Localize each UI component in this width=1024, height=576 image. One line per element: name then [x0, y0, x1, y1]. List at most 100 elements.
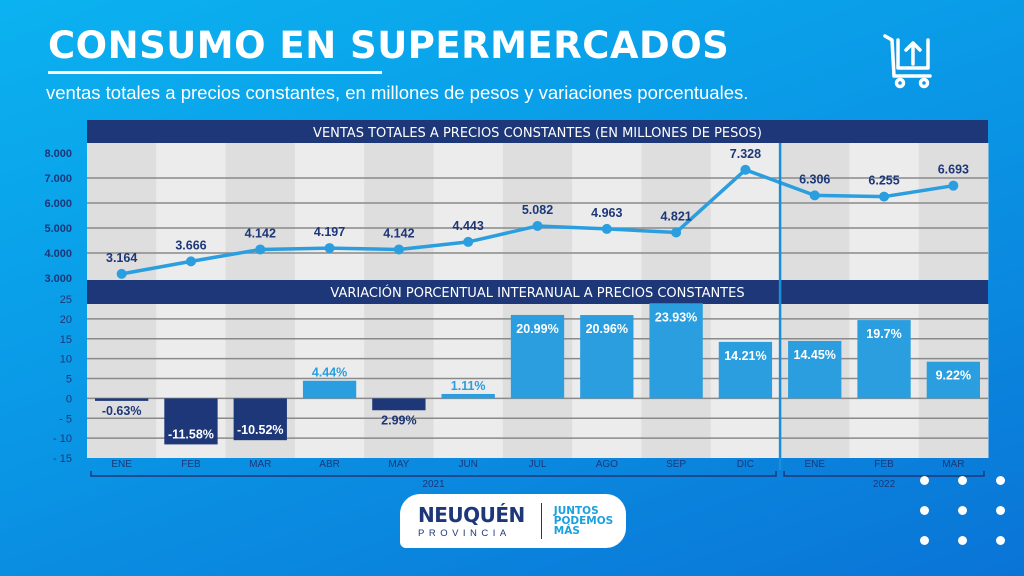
bar-label: 4.44%	[312, 366, 347, 380]
dot	[996, 476, 1005, 485]
y-tick-label: 10	[60, 354, 72, 366]
data-point	[532, 220, 543, 231]
data-label: 4.142	[383, 226, 414, 240]
data-point	[601, 223, 612, 234]
bar-label: 19.7%	[866, 327, 901, 341]
slogan-line: MÁS	[553, 525, 580, 537]
dot	[996, 506, 1005, 515]
data-point	[879, 191, 890, 202]
column-band	[87, 143, 157, 280]
data-point	[255, 244, 266, 255]
page-title: CONSUMO EN SUPERMERCADOS	[48, 24, 730, 67]
bar	[510, 314, 565, 399]
bar	[580, 315, 634, 399]
bar-label: 1.11%	[451, 379, 486, 393]
data-point	[809, 190, 820, 201]
year-label: 2021	[422, 479, 445, 490]
year-bracket	[90, 471, 777, 477]
x-tick-label: SEP	[666, 459, 686, 470]
y-tick-label: 8.000	[44, 148, 72, 160]
x-tick-label: AGO	[596, 459, 618, 470]
data-label: 7.328	[730, 147, 761, 161]
bar-label: 2.99%	[381, 413, 416, 427]
x-tick-label: DIC	[737, 459, 754, 470]
data-label: 4.821	[660, 209, 691, 223]
y-tick-label: 20	[60, 314, 72, 326]
x-tick-label: JUL	[529, 459, 547, 470]
data-point	[671, 227, 682, 238]
bar-label: 20.99%	[516, 322, 558, 336]
x-tick-label: JUN	[458, 459, 477, 470]
title-underline	[48, 71, 382, 74]
bar-label: 23.93%	[655, 310, 697, 324]
column-band	[433, 143, 504, 280]
data-label: 4.142	[245, 226, 276, 240]
column-band	[294, 143, 365, 280]
data-point	[463, 236, 474, 247]
bar-label: -0.63%	[102, 404, 142, 418]
dot	[958, 476, 967, 485]
bar	[857, 320, 911, 399]
x-tick-label: MAY	[388, 459, 409, 470]
data-point	[324, 243, 335, 254]
bar	[302, 380, 357, 399]
y-tick-label: 5.000	[44, 223, 72, 235]
data-label: 6.306	[799, 172, 830, 186]
x-tick-label: ENE	[111, 459, 132, 470]
y-tick-label: 7.000	[44, 173, 72, 185]
bar	[372, 398, 426, 411]
column-band	[225, 143, 296, 280]
data-point	[116, 268, 127, 279]
data-label: 4.443	[453, 219, 484, 233]
bar-chart-header	[87, 280, 988, 304]
dot	[920, 506, 929, 515]
y-tick-label: 6.000	[44, 198, 72, 210]
y-tick-label: 0	[66, 393, 72, 405]
logo-divider	[540, 503, 542, 539]
neuquen-logo: NEUQUÉN PROVINCIA JUNTOS PODEMOS MÁS	[400, 494, 626, 548]
data-label: 6.693	[938, 163, 969, 177]
column-band	[502, 143, 573, 280]
data-label: 5.082	[522, 203, 553, 217]
data-point	[393, 244, 404, 255]
line-chart-header	[87, 120, 988, 143]
dot	[958, 536, 967, 545]
slogan-line: PODEMOS	[553, 515, 614, 527]
bar	[95, 398, 149, 401]
column-band	[572, 143, 642, 280]
bar-label: -10.52%	[237, 423, 284, 437]
x-tick-label: FEB	[181, 459, 201, 470]
x-tick-label: MAR	[249, 459, 271, 470]
column-band	[710, 143, 781, 280]
bar-chart-title: VARIACIÓN PORCENTUAL INTERANUAL A PRECIO…	[330, 285, 744, 301]
y-tick-label: 5	[66, 374, 72, 386]
data-point	[185, 256, 196, 267]
column-band	[364, 143, 435, 280]
slogan-line: JUNTOS	[553, 505, 599, 517]
bar-label: 20.96%	[586, 322, 628, 336]
data-label: 6.255	[868, 174, 899, 188]
shopping-cart-upload-icon	[880, 30, 940, 95]
bar	[233, 398, 287, 441]
year-bracket	[783, 471, 985, 477]
bar-label: 14.45%	[794, 348, 836, 362]
dot	[996, 536, 1005, 545]
y-tick-label: 3.000	[44, 273, 72, 285]
column-band	[364, 304, 435, 458]
y-tick-label: 15	[60, 334, 72, 346]
bar-label: 14.21%	[724, 349, 766, 363]
y-tick-label: - 5	[59, 413, 72, 425]
y-tick-label: - 10	[53, 433, 72, 445]
bar	[788, 340, 842, 399]
bar	[926, 361, 980, 399]
bar-label: 9.22%	[936, 369, 971, 383]
column-band	[918, 143, 989, 280]
y-tick-label: 25	[60, 294, 72, 306]
data-label: 3.164	[106, 251, 137, 265]
y-tick-label: 4.000	[44, 248, 72, 260]
data-point	[740, 164, 751, 175]
logo-name: NEUQUÉN	[418, 503, 525, 527]
line-chart-title: VENTAS TOTALES A PRECIOS CONSTANTES (EN …	[313, 126, 762, 141]
data-label: 4.197	[314, 225, 345, 239]
